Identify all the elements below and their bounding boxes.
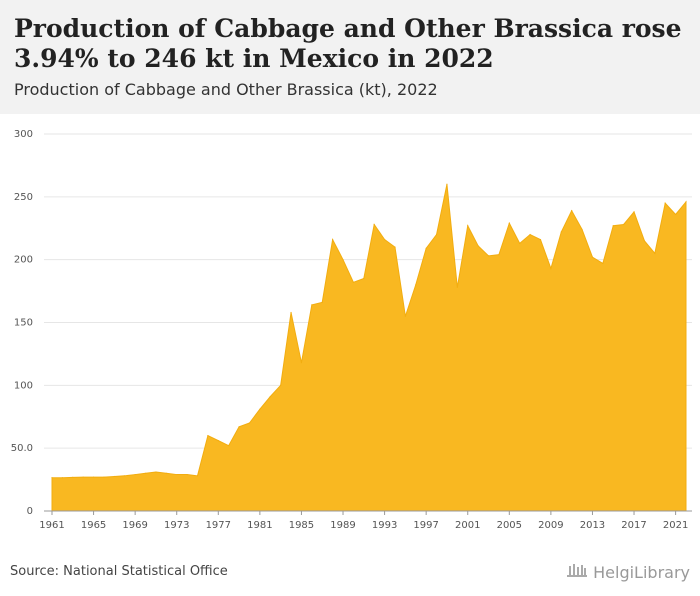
y-tick-label: 100 — [14, 380, 33, 391]
data-point — [332, 238, 334, 241]
x-tick-label: 1965 — [81, 520, 106, 531]
data-point — [113, 475, 115, 478]
y-tick-label: 250 — [14, 192, 33, 203]
x-tick-label: 1961 — [39, 520, 64, 531]
data-point — [186, 473, 188, 476]
data-point — [529, 233, 531, 236]
x-tick-label: 1977 — [206, 520, 231, 531]
data-point — [467, 225, 469, 227]
data-point — [664, 202, 666, 204]
x-tick-label: 2021 — [663, 520, 688, 531]
data-point — [124, 475, 126, 477]
data-point — [176, 473, 178, 476]
data-point — [498, 254, 500, 256]
data-point — [238, 426, 240, 428]
area-series — [51, 183, 687, 512]
data-point — [259, 408, 261, 410]
data-point — [425, 247, 427, 249]
x-tick-label: 1997 — [413, 520, 438, 531]
data-point — [103, 476, 105, 478]
data-point — [612, 225, 614, 227]
data-point — [269, 396, 271, 398]
data-point — [61, 477, 63, 479]
data-point — [290, 311, 292, 314]
data-point — [519, 242, 521, 244]
data-point — [51, 477, 53, 479]
brand-name: HelgiLibrary — [593, 562, 690, 582]
data-point — [654, 252, 656, 254]
data-point — [228, 445, 230, 447]
chart-subtitle: Production of Cabbage and Other Brassica… — [14, 80, 438, 99]
data-point — [560, 231, 562, 233]
data-point — [602, 262, 604, 265]
area-chart: 0 50.0 100 150 200 250 300 1961 1965 1969 1973 197… — [11, 129, 692, 531]
data-point — [217, 440, 219, 442]
data-point — [456, 286, 458, 288]
data-point — [321, 301, 323, 303]
y-tick-label: 0 — [27, 506, 33, 517]
data-point — [280, 384, 282, 386]
data-point — [311, 304, 313, 306]
x-tick-label: 1993 — [372, 520, 397, 531]
data-point — [207, 435, 209, 437]
x-tick-label: 2017 — [621, 520, 646, 531]
data-point — [300, 362, 303, 364]
data-point — [623, 223, 625, 226]
area-fill — [51, 184, 687, 512]
data-point — [487, 255, 490, 257]
data-point — [82, 476, 84, 478]
data-point — [144, 472, 147, 474]
data-point — [248, 422, 251, 424]
x-tick-label: 1969 — [122, 520, 147, 531]
x-tick-label: 1989 — [330, 520, 355, 531]
data-point — [404, 315, 406, 317]
x-axis: 1961 1965 1969 1973 1977 1981 1985 1989 1993 1997… — [39, 510, 692, 531]
x-tick-label: 1981 — [247, 520, 272, 531]
chart-title: Production of Cabbage and Other Brassica… — [14, 14, 682, 73]
data-point — [373, 223, 375, 226]
data-point — [675, 213, 677, 216]
header-band — [0, 0, 700, 114]
data-point — [383, 238, 386, 241]
y-axis: 0 50.0 100 150 200 250 300 — [11, 129, 33, 517]
data-point — [581, 228, 583, 231]
data-point — [550, 267, 552, 270]
x-tick-label: 1973 — [164, 520, 189, 531]
data-point — [477, 245, 479, 247]
data-point — [633, 211, 635, 213]
y-tick-label: 300 — [14, 129, 33, 140]
y-tick-label: 150 — [14, 318, 33, 329]
x-tick-label: 1985 — [289, 520, 314, 531]
y-tick-label: 50.0 — [11, 443, 33, 454]
data-point — [508, 222, 510, 224]
data-point — [539, 238, 542, 241]
data-point — [196, 475, 199, 477]
data-point — [571, 210, 573, 212]
data-point — [352, 281, 355, 283]
x-tick-label: 2005 — [497, 520, 522, 531]
data-point — [446, 183, 448, 185]
data-point — [415, 284, 417, 286]
x-tick-label: 2013 — [580, 520, 605, 531]
data-point — [363, 277, 365, 280]
data-point — [92, 476, 95, 478]
data-point — [685, 201, 687, 203]
library-icon — [566, 562, 588, 582]
data-point — [155, 471, 157, 473]
source-note: Source: National Statistical Office — [10, 564, 228, 579]
data-point — [435, 233, 438, 236]
x-tick-label: 2001 — [455, 520, 480, 531]
y-tick-label: 200 — [14, 255, 33, 266]
data-point — [643, 240, 646, 242]
data-point — [72, 476, 74, 478]
data-point — [342, 259, 344, 261]
data-point — [394, 246, 396, 248]
x-tick-label: 2009 — [538, 520, 563, 531]
data-point — [591, 256, 594, 258]
data-point — [134, 473, 136, 476]
data-point — [165, 472, 167, 474]
brand-logo: HelgiLibrary — [566, 562, 690, 582]
